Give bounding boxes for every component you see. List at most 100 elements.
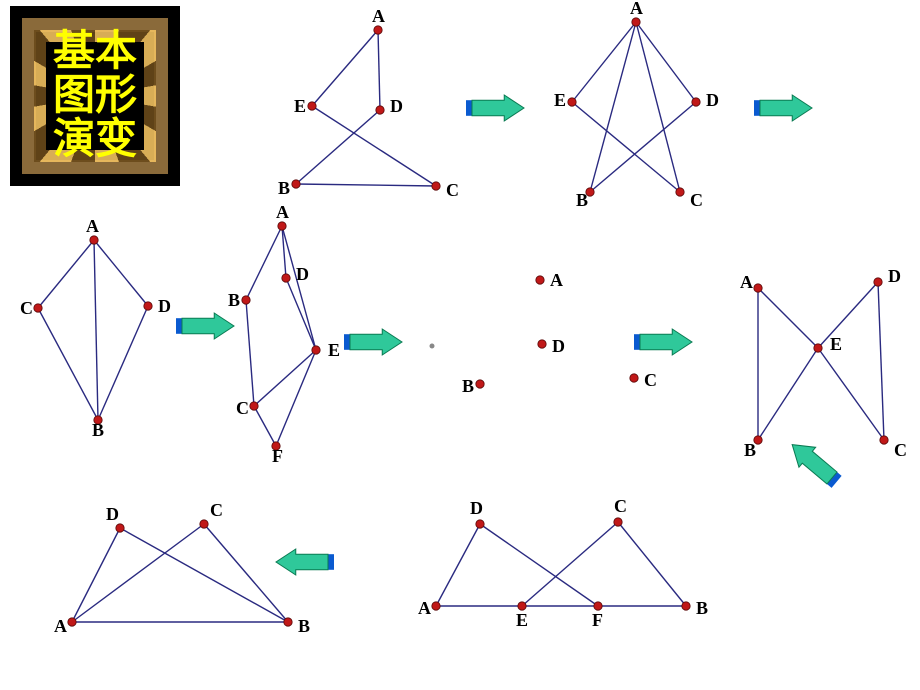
vertex-label: C xyxy=(20,298,33,318)
diagram-stage: AEDBCAEDBCACDBADBECFADBCADEBCDCAEFBDCAB xyxy=(0,0,920,690)
vertex-point xyxy=(376,106,384,114)
fig-bottom-right: DCAEFB xyxy=(418,496,708,630)
fig-top-2: A E D B C xyxy=(554,0,719,210)
vertex-label: B xyxy=(696,598,708,618)
vertex-point xyxy=(754,284,762,292)
vertex-label: F xyxy=(592,610,603,630)
vertex-label: A xyxy=(740,272,753,292)
edge xyxy=(636,22,696,102)
vertex-point xyxy=(880,436,888,444)
vertex-point xyxy=(874,278,882,286)
vertex-point xyxy=(476,520,484,528)
edge xyxy=(618,522,686,606)
vertex-label: B xyxy=(278,178,290,198)
vertex-point xyxy=(538,340,546,348)
vertex-label: E xyxy=(830,334,842,354)
edge xyxy=(758,348,818,440)
vertex-label: D xyxy=(706,90,719,110)
vertex-point xyxy=(432,182,440,190)
fig-row2-1: ACDB xyxy=(20,216,171,440)
flow-arrow xyxy=(634,329,692,355)
vertex-point xyxy=(278,222,286,230)
edge xyxy=(572,102,680,192)
edge xyxy=(878,282,884,440)
edge xyxy=(818,348,884,440)
vertex-point xyxy=(312,346,320,354)
edge xyxy=(72,528,120,622)
edge xyxy=(120,528,288,622)
edge xyxy=(636,22,680,192)
vertex-label: A xyxy=(630,0,643,18)
edge xyxy=(254,350,316,406)
vertex-label: C xyxy=(614,496,627,516)
vertex-label: C xyxy=(644,370,657,390)
vertex-label: A xyxy=(86,216,99,236)
vertex-point xyxy=(614,518,622,526)
vertex-point xyxy=(692,98,700,106)
vertex-label: E xyxy=(554,90,566,110)
vertex-point xyxy=(292,180,300,188)
edge xyxy=(590,102,696,192)
vertex-point xyxy=(308,102,316,110)
edge xyxy=(758,288,818,348)
edge xyxy=(572,22,636,102)
edge xyxy=(204,524,288,622)
vertex-point xyxy=(568,98,576,106)
edge xyxy=(312,30,378,106)
edge xyxy=(296,110,380,184)
vertex-point xyxy=(284,618,292,626)
vertex-label: A xyxy=(276,202,289,222)
edge xyxy=(296,184,436,186)
title-text: 基本 图形 演变 xyxy=(53,30,137,162)
fig-bottom-left: DCAB xyxy=(54,500,310,636)
vertex-label: E xyxy=(294,96,306,116)
edge xyxy=(246,300,254,406)
vertex-point xyxy=(676,188,684,196)
aux-dot xyxy=(430,344,435,349)
vertex-point xyxy=(814,344,822,352)
flow-arrow xyxy=(176,313,234,339)
vertex-point xyxy=(518,602,526,610)
vertex-label: B xyxy=(576,190,588,210)
vertex-point xyxy=(250,402,258,410)
vertex-label: D xyxy=(470,498,483,518)
flow-arrow xyxy=(784,435,845,492)
vertex-label: D xyxy=(158,296,171,316)
vertex-label: C xyxy=(446,180,459,200)
title-line-3: 演变 xyxy=(53,118,137,162)
vertex-point xyxy=(536,276,544,284)
fig-top-1: A E D B C xyxy=(278,6,459,200)
vertex-label: B xyxy=(298,616,310,636)
edge xyxy=(378,30,380,110)
vertex-label: A xyxy=(372,6,385,26)
vertex-label: D xyxy=(106,504,119,524)
vertex-label: D xyxy=(390,96,403,116)
vertex-label: C xyxy=(690,190,703,210)
vertex-point xyxy=(630,374,638,382)
vertex-point xyxy=(242,296,250,304)
vertex-point xyxy=(432,602,440,610)
vertex-point xyxy=(144,302,152,310)
vertex-point xyxy=(34,304,42,312)
edge xyxy=(436,524,480,606)
vertex-point xyxy=(90,236,98,244)
edge xyxy=(480,524,598,606)
fig-row2-3-points-only: ADBC xyxy=(430,270,658,396)
vertex-label: C xyxy=(236,398,249,418)
vertex-point xyxy=(476,380,484,388)
edge xyxy=(38,308,98,420)
vertex-point xyxy=(594,602,602,610)
edge xyxy=(312,106,436,186)
edge xyxy=(38,240,94,308)
vertex-label: C xyxy=(210,500,223,520)
fig-row2-2: ADBECF xyxy=(228,202,340,466)
vertex-point xyxy=(68,618,76,626)
edge xyxy=(282,226,316,350)
edge xyxy=(590,22,636,192)
vertex-label: A xyxy=(550,270,563,290)
vertex-label: F xyxy=(272,446,283,466)
vertex-label: E xyxy=(516,610,528,630)
title-line-1: 基本 xyxy=(53,30,137,74)
flow-arrow xyxy=(466,95,524,121)
vertex-label: C xyxy=(894,440,907,460)
